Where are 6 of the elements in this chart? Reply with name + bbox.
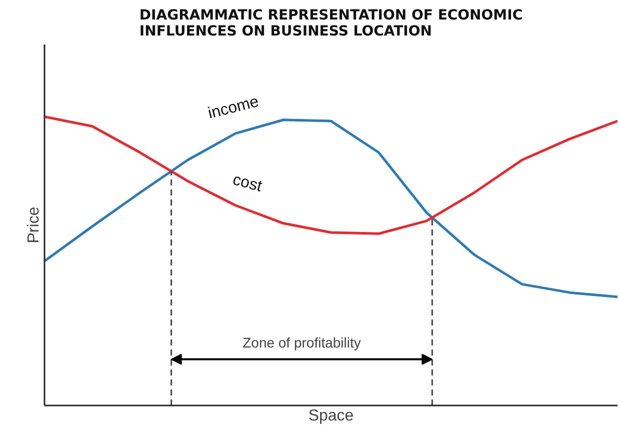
text: cost [230,171,264,196]
chart-title: DIAGRAMMATIC REPRESENTATION OF ECONOMIC INFLUENCES ON BUSINESS LOCATION [139,8,523,40]
annotation: Zone of profitability [242,334,361,351]
y-axis-title: Price [26,206,42,244]
text: income [206,93,261,122]
x-axis-title: Space [308,408,354,424]
